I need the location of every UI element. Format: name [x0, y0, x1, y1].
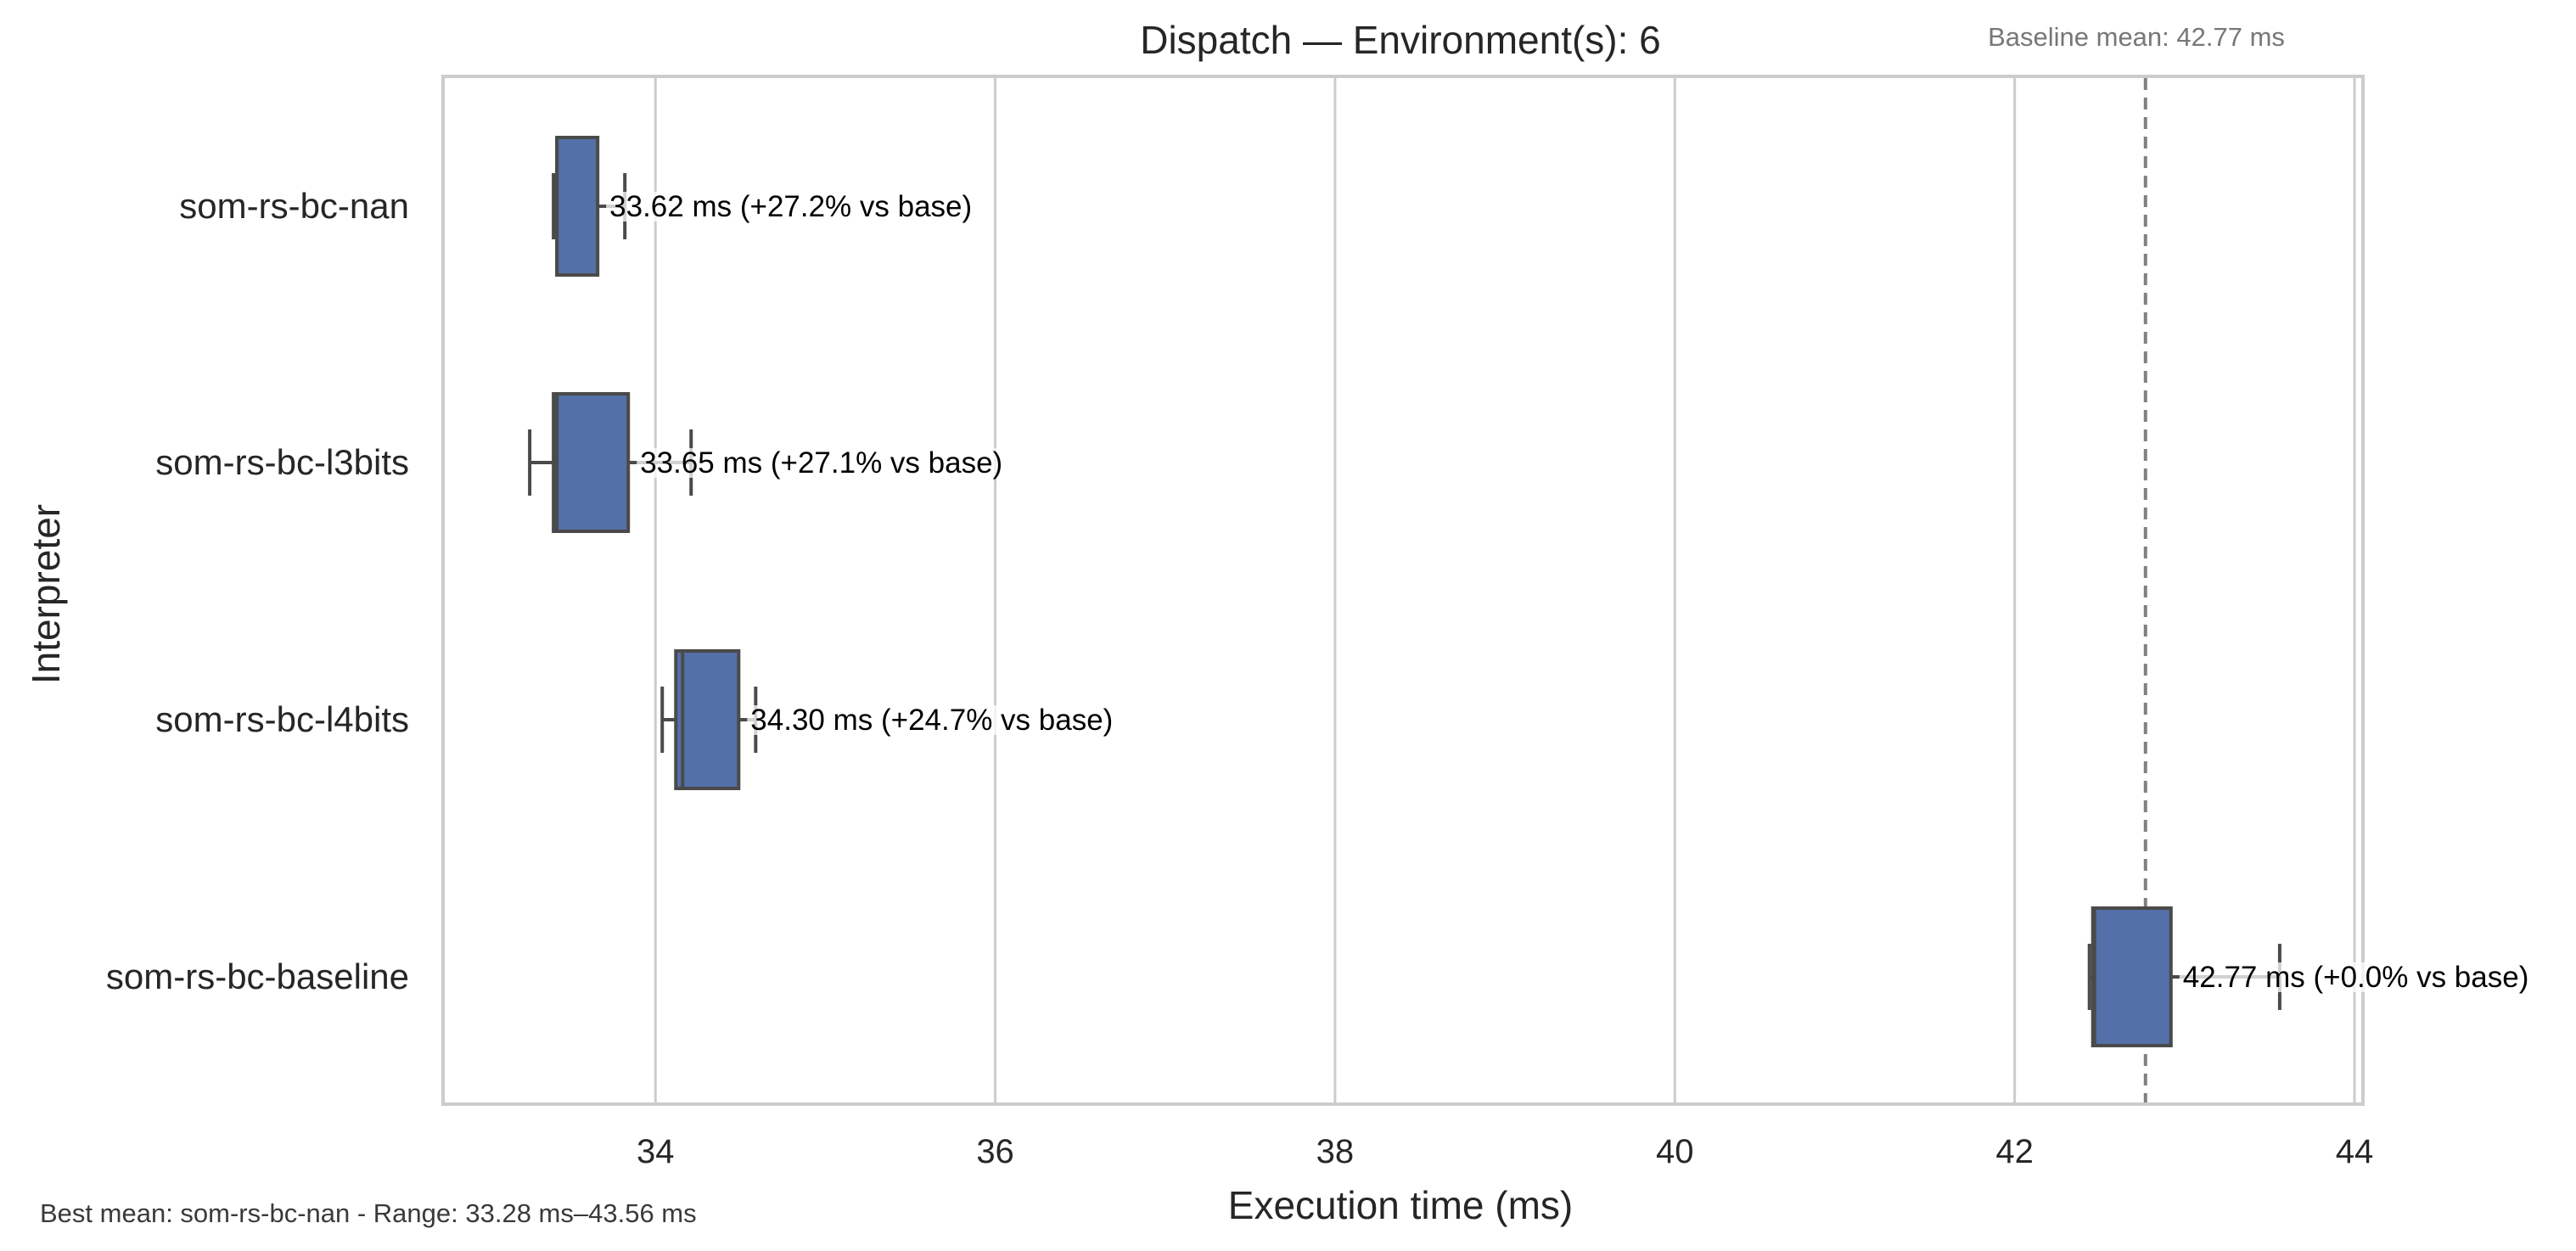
iqr-box: [2091, 906, 2173, 1047]
x-tick-label-4: 42: [1995, 1133, 2034, 1170]
category-label-3: som-rs-bc-baseline: [106, 956, 409, 996]
box-som-rs-bc-l3bits: [528, 392, 693, 533]
category-label-2: som-rs-bc-l4bits: [155, 699, 409, 739]
value-label-background: [2179, 962, 2533, 992]
value-label-som-rs-bc-l3bits: 33.65 ms (+27.1% vs base): [640, 446, 1002, 480]
y-axis-categories: som-rs-bc-nan som-rs-bc-l3bits som-rs-bc-l…: [106, 186, 409, 996]
x-tick-label-5: 44: [2336, 1133, 2374, 1170]
iqr-box: [555, 136, 600, 277]
x-tick-label-0: 34: [637, 1133, 675, 1170]
x-axis-ticks: 34 36 38 40 42 44: [637, 1133, 2373, 1170]
value-label-background: [606, 192, 976, 222]
value-label-som-rs-bc-l4bits: 34.30 ms (+24.7% vs base): [750, 704, 1113, 737]
chart-title: Dispatch — Environment(s): 6: [1140, 18, 1661, 62]
iqr-box: [552, 392, 631, 533]
box-som-rs-bc-l4bits: [660, 649, 758, 790]
grid-lines: [654, 78, 2356, 1102]
value-labels: 33.62 ms (+27.2% vs base) 33.65 ms (+27.1…: [606, 190, 2533, 994]
boxes: [528, 136, 2281, 1047]
y-axis-label: Interpreter: [24, 504, 68, 684]
category-label-0: som-rs-bc-nan: [179, 186, 409, 226]
footnote: Best mean: som-rs-bc-nan - Range: 33.28 …: [40, 1198, 697, 1228]
baseline-mean-note: Baseline mean: 42.77 ms: [1988, 22, 2285, 52]
box-som-rs-bc-nan: [552, 136, 627, 277]
plot-area: [441, 75, 2365, 1106]
x-tick-label-3: 40: [1656, 1133, 1694, 1170]
value-label-som-rs-bc-nan: 33.62 ms (+27.2% vs base): [609, 190, 972, 223]
iqr-box: [674, 649, 741, 790]
category-label-1: som-rs-bc-l3bits: [155, 442, 409, 482]
value-label-som-rs-bc-baseline: 42.77 ms (+0.0% vs base): [2183, 961, 2529, 994]
x-tick-label-1: 36: [976, 1133, 1014, 1170]
value-label-background: [637, 448, 1007, 478]
x-tick-label-2: 38: [1316, 1133, 1355, 1170]
x-axis-label: Execution time (ms): [1228, 1183, 1573, 1227]
value-label-background: [747, 705, 1117, 735]
